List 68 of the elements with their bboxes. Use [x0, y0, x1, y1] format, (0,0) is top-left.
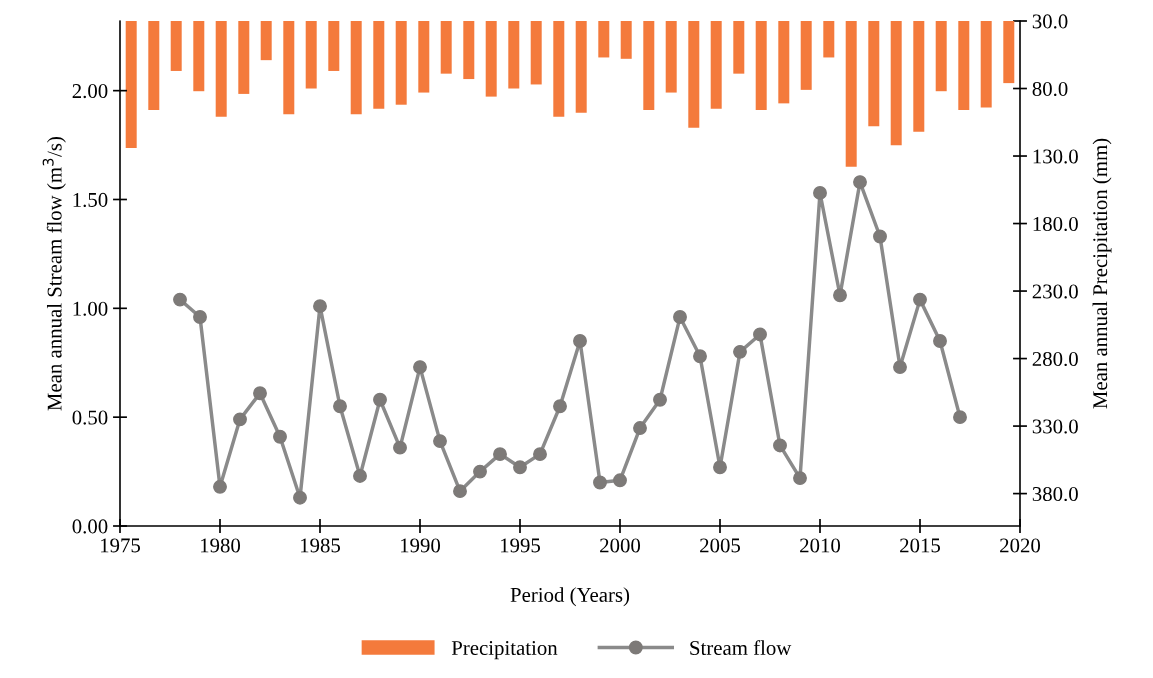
point	[393, 440, 407, 455]
x-tick-label: 1985	[301, 538, 341, 553]
point	[213, 479, 227, 494]
point	[593, 475, 607, 490]
point	[873, 229, 887, 244]
y2-axis-title: Mean annual Precipitation (mm)	[1092, 138, 1112, 409]
point	[633, 421, 647, 435]
point	[173, 292, 187, 307]
x-tick-label: 1975	[101, 538, 141, 553]
point	[693, 349, 707, 364]
point	[353, 468, 367, 483]
x-tick-label: 2015	[900, 538, 941, 553]
legend-label: Precipitation	[451, 641, 558, 660]
point	[773, 438, 787, 453]
point	[793, 471, 807, 486]
point	[933, 334, 947, 348]
point	[433, 434, 447, 449]
point	[493, 447, 507, 462]
point	[273, 429, 287, 444]
point	[813, 186, 827, 200]
point	[533, 447, 547, 462]
x-tick-label: 2020	[1000, 538, 1041, 553]
point	[253, 386, 267, 401]
y-tick-label: 0.00	[72, 519, 108, 534]
y-axis-title: Mean annual Stream flow (m$^{3}$/s)	[42, 137, 66, 411]
point	[333, 399, 347, 414]
y2-tick-label: 330.0	[1032, 419, 1078, 434]
x-tick-label: 1980	[201, 538, 241, 553]
point	[753, 327, 767, 342]
y-tick-label: 1.50	[73, 192, 108, 208]
y2-tick-label: 280.0	[1032, 351, 1078, 367]
point	[673, 310, 687, 324]
point	[713, 460, 727, 475]
y-tick-label: 1.00	[73, 301, 108, 316]
point	[473, 464, 487, 479]
x-axis-title: Period (Years)	[510, 587, 630, 607]
point	[373, 392, 387, 407]
point	[893, 360, 907, 375]
point	[613, 473, 627, 488]
x-tick-label: 1990	[401, 538, 441, 553]
point	[553, 399, 567, 414]
point	[413, 360, 427, 375]
x-tick-label: 2000	[600, 538, 641, 553]
x-tick-label: 2005	[700, 538, 741, 553]
point	[233, 412, 247, 427]
y2-tick-label: 80.0	[1032, 81, 1068, 97]
point	[293, 490, 307, 505]
x-tick-label: 2010	[800, 538, 841, 553]
point	[193, 310, 207, 324]
y2-tick-label: 230.0	[1032, 284, 1078, 299]
point	[313, 299, 327, 314]
y-tick-label: 2.00	[72, 84, 108, 99]
y2-tick-label: 130.0	[1033, 149, 1078, 164]
point	[733, 344, 747, 359]
y2-tick-label: 380.0	[1032, 486, 1078, 502]
point	[513, 460, 527, 475]
point	[453, 484, 467, 499]
point	[953, 410, 967, 425]
y-tick-label: 0.50	[72, 410, 108, 425]
point	[573, 334, 587, 348]
y2-tick-label: 180.0	[1033, 216, 1078, 232]
point	[653, 392, 667, 407]
point	[913, 292, 927, 307]
point	[853, 175, 867, 190]
x-tick-label: 1995	[501, 538, 541, 553]
y2-tick-label: 30.0	[1032, 14, 1068, 29]
point	[833, 288, 847, 303]
legend-label: Stream flow	[690, 640, 792, 656]
